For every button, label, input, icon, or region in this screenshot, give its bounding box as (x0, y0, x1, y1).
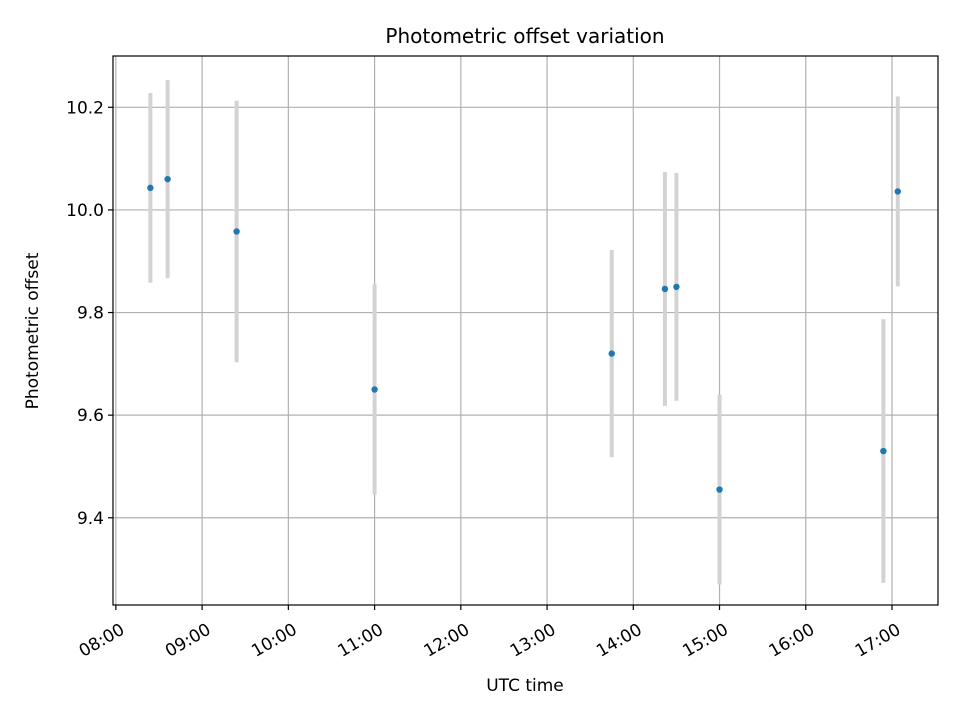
data-point (716, 486, 723, 493)
data-point (233, 228, 240, 235)
x-axis-label: UTC time (486, 676, 564, 696)
y-tick-label: 9.6 (77, 406, 104, 426)
plot-area-frame (112, 55, 939, 606)
x-tick-label: 11:00 (334, 620, 386, 662)
x-tick-label: 16:00 (766, 620, 818, 662)
x-tick-label: 12:00 (421, 620, 473, 662)
data-point (661, 285, 669, 293)
y-tick-label: 9.8 (77, 304, 104, 324)
y-tick-label: 9.4 (77, 509, 104, 529)
data-point (608, 350, 615, 357)
data-point (894, 188, 901, 195)
x-tick-label: 14:00 (593, 620, 645, 662)
data-point (147, 184, 154, 192)
x-axis-ticks: 08:00 09:00 10:00 11:00 12:00 13:00 14:00 15:00… (76, 605, 904, 662)
x-tick-label: 10:00 (248, 620, 300, 662)
error-bars (148, 80, 900, 585)
data-point (371, 386, 378, 393)
data-point (880, 447, 887, 455)
y-axis-ticks: 9.4 9.6 9.8 10.0 10.2 (66, 98, 113, 529)
x-tick-label: 09:00 (162, 620, 214, 662)
y-tick-label: 10.2 (66, 98, 104, 118)
x-tick-label: 15:00 (679, 620, 731, 662)
x-tick-label: 08:00 (76, 620, 128, 662)
data-point (673, 283, 680, 291)
grid (113, 56, 938, 605)
x-tick-label: 13:00 (507, 620, 559, 662)
data-point (164, 175, 171, 183)
y-tick-label: 10.0 (66, 201, 104, 221)
y-axis-label: Photometric offset (23, 252, 43, 409)
data-points (147, 175, 901, 493)
x-tick-label: 17:00 (852, 620, 904, 662)
chart-title: Photometric offset variation (385, 24, 664, 48)
